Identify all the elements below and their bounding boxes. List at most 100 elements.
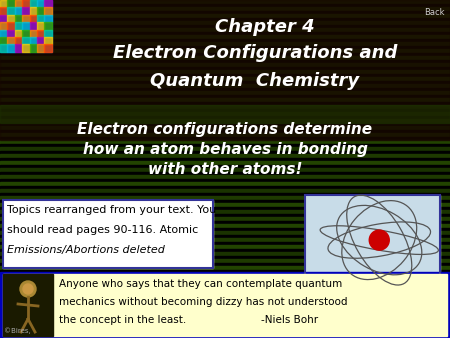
- Bar: [15, 15, 22, 22]
- Bar: [0, 37, 7, 44]
- Text: how an atom behaves in bonding: how an atom behaves in bonding: [82, 142, 368, 157]
- Bar: [0, 231, 450, 235]
- Bar: [0, 252, 450, 256]
- Bar: [7, 30, 15, 37]
- Bar: [0, 221, 450, 224]
- Bar: [15, 44, 22, 52]
- Bar: [30, 7, 37, 15]
- Bar: [0, 154, 450, 158]
- Bar: [0, 301, 450, 305]
- Bar: [0, 259, 450, 263]
- Bar: [22, 22, 30, 30]
- Bar: [0, 326, 450, 329]
- Bar: [0, 291, 450, 294]
- Bar: [0, 298, 450, 301]
- Bar: [15, 22, 22, 30]
- Bar: [0, 179, 450, 182]
- Bar: [0, 77, 450, 81]
- Bar: [0, 224, 450, 228]
- Text: mechanics without becoming dizzy has not understood: mechanics without becoming dizzy has not…: [59, 297, 347, 307]
- Bar: [0, 186, 450, 189]
- Bar: [0, 305, 450, 308]
- Bar: [45, 0, 52, 7]
- Text: Chapter 4: Chapter 4: [215, 18, 315, 36]
- Text: Electron configurations determine: Electron configurations determine: [77, 122, 373, 137]
- Bar: [0, 102, 450, 105]
- Bar: [7, 7, 15, 15]
- Bar: [305, 195, 440, 277]
- Bar: [0, 200, 450, 203]
- Bar: [0, 123, 450, 126]
- Bar: [0, 308, 450, 312]
- Bar: [0, 98, 450, 102]
- Bar: [0, 137, 450, 140]
- Bar: [0, 280, 450, 284]
- Bar: [0, 60, 450, 63]
- Bar: [0, 161, 450, 165]
- Bar: [45, 30, 52, 37]
- Bar: [0, 270, 450, 273]
- Bar: [0, 182, 450, 186]
- Bar: [0, 49, 450, 53]
- Bar: [0, 272, 450, 338]
- Bar: [0, 193, 450, 196]
- Bar: [30, 37, 37, 44]
- Bar: [0, 175, 450, 179]
- Bar: [0, 95, 450, 98]
- Text: Topics rearranged from your text. You: Topics rearranged from your text. You: [7, 205, 216, 215]
- Bar: [305, 195, 440, 277]
- Text: Anyone who says that they can contemplate quantum: Anyone who says that they can contemplat…: [59, 279, 342, 289]
- Text: the concept in the least.                       -Niels Bohr: the concept in the least. -Niels Bohr: [59, 315, 318, 325]
- Bar: [0, 0, 52, 52]
- Bar: [0, 245, 450, 249]
- Bar: [3, 274, 53, 336]
- Bar: [7, 0, 15, 7]
- Bar: [0, 74, 450, 77]
- Bar: [30, 0, 37, 7]
- Bar: [0, 0, 7, 7]
- Bar: [0, 266, 450, 270]
- Bar: [37, 15, 45, 22]
- Bar: [0, 287, 450, 291]
- Bar: [22, 15, 30, 22]
- Bar: [3, 200, 213, 268]
- Bar: [0, 147, 450, 151]
- Bar: [22, 44, 30, 52]
- Text: should read pages 90-116. Atomic: should read pages 90-116. Atomic: [7, 225, 198, 235]
- Bar: [0, 294, 450, 298]
- Bar: [0, 277, 450, 280]
- Bar: [45, 15, 52, 22]
- Bar: [0, 28, 450, 32]
- Bar: [0, 172, 450, 175]
- Bar: [0, 44, 7, 52]
- Bar: [0, 112, 450, 116]
- Bar: [37, 30, 45, 37]
- Text: Back: Back: [424, 8, 445, 17]
- Bar: [0, 214, 450, 217]
- Bar: [0, 91, 450, 95]
- Circle shape: [20, 281, 36, 297]
- Bar: [0, 238, 450, 242]
- Bar: [0, 158, 450, 161]
- Bar: [0, 39, 450, 42]
- Bar: [0, 0, 450, 140]
- Bar: [0, 203, 450, 207]
- Bar: [22, 7, 30, 15]
- Bar: [0, 21, 450, 25]
- Bar: [0, 189, 450, 193]
- Bar: [3, 274, 447, 336]
- Bar: [0, 4, 450, 7]
- Bar: [0, 168, 450, 172]
- Bar: [0, 14, 450, 18]
- Bar: [7, 15, 15, 22]
- Bar: [0, 53, 450, 56]
- Bar: [0, 228, 450, 231]
- Bar: [0, 67, 450, 70]
- Bar: [0, 273, 450, 277]
- Bar: [0, 25, 450, 28]
- Bar: [30, 15, 37, 22]
- Bar: [15, 7, 22, 15]
- Bar: [0, 7, 450, 11]
- Bar: [0, 63, 450, 67]
- Bar: [0, 151, 450, 154]
